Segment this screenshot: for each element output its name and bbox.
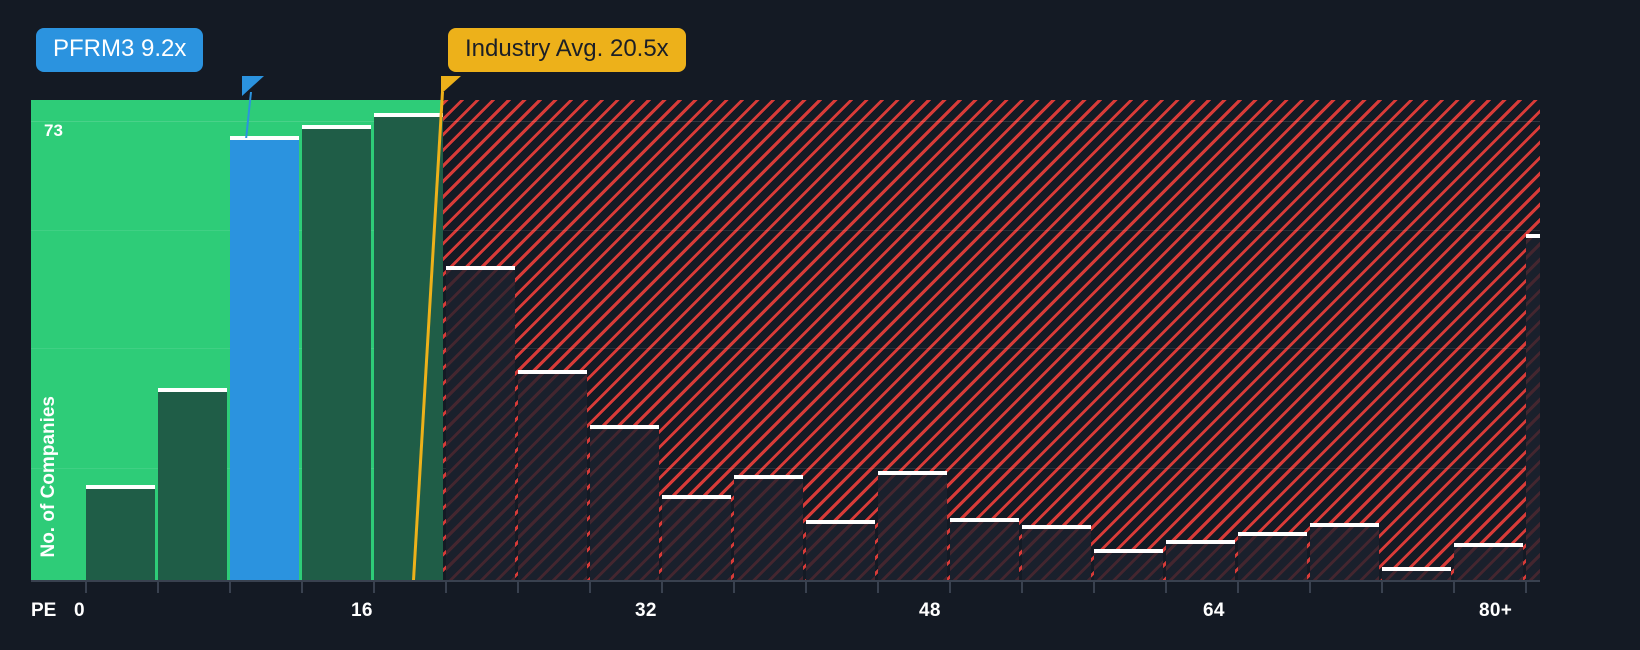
x-axis-tick (661, 582, 663, 593)
bar-cap (1526, 234, 1540, 238)
company-pe-callout[interactable]: PFRM3 9.2x (36, 28, 204, 72)
x-axis-tick (805, 582, 807, 593)
bar-cap (878, 471, 947, 475)
table-row (950, 518, 1019, 580)
table-row (1022, 525, 1091, 580)
bar-cap (302, 125, 371, 129)
gridline-4 (31, 468, 1540, 469)
table-row (806, 520, 875, 580)
gridline-top (31, 121, 1540, 122)
bar-cap (1166, 540, 1235, 544)
x-axis-label-80plus: 80+ (1479, 600, 1513, 621)
x-axis-line (31, 580, 1540, 582)
table-row (1166, 540, 1235, 580)
x-axis-tick (1453, 582, 1455, 593)
x-axis-tick (949, 582, 951, 593)
bar-cap (230, 136, 299, 140)
industry-avg-callout[interactable]: Industry Avg. 20.5x (448, 28, 686, 72)
x-axis-label-32: 32 (635, 600, 657, 621)
table-row (662, 495, 731, 580)
table-row (878, 471, 947, 580)
table-row (86, 485, 155, 580)
x-axis-tick (733, 582, 735, 593)
x-axis-tick (517, 582, 519, 593)
table-row (1238, 532, 1307, 580)
x-axis-tick (157, 582, 159, 593)
x-axis-label-16: 16 (351, 600, 373, 621)
x-axis-label-48: 48 (919, 600, 941, 621)
bar-cap (518, 370, 587, 374)
bar-highlight-company (230, 136, 299, 580)
table-row (1526, 234, 1540, 580)
bar-cap (86, 485, 155, 489)
plot-area (31, 100, 1540, 580)
bar-cap (1310, 523, 1379, 527)
y-axis-max-label: 73 (44, 121, 63, 140)
x-axis-tick (445, 582, 447, 593)
bar-cap (374, 113, 443, 117)
company-callout-tail (242, 76, 264, 96)
x-axis-tick (1165, 582, 1167, 593)
x-axis-tick (1021, 582, 1023, 593)
x-axis-tick (85, 582, 87, 593)
table-row (1382, 567, 1451, 580)
x-axis-label-64: 64 (1203, 600, 1225, 621)
gridline-2 (31, 230, 1540, 231)
table-row (1310, 523, 1379, 580)
x-axis-tick (877, 582, 879, 593)
x-axis-tick (229, 582, 231, 593)
zone-expensive (441, 100, 1540, 580)
x-axis-tick (1093, 582, 1095, 593)
bar-cap (158, 388, 227, 392)
bar-cap (662, 495, 731, 499)
table-row (590, 425, 659, 580)
bar-cap (1238, 532, 1307, 536)
bar-cap (1094, 549, 1163, 553)
x-axis-tick (589, 582, 591, 593)
table-row (158, 388, 227, 580)
table-row (302, 125, 371, 580)
bar-cap (446, 266, 515, 270)
x-axis-tick (1237, 582, 1239, 593)
table-row (1454, 543, 1523, 580)
table-row (734, 475, 803, 580)
bar-cap (1022, 525, 1091, 529)
x-axis-tick (1381, 582, 1383, 593)
gridline-3 (31, 348, 1540, 349)
x-axis-tick (373, 582, 375, 593)
bar-cap (590, 425, 659, 429)
bar-cap (950, 518, 1019, 522)
bar-cap (1382, 567, 1451, 571)
table-row (518, 370, 587, 580)
table-row (374, 113, 443, 580)
table-row (446, 266, 515, 580)
table-row (1094, 549, 1163, 580)
industry-callout-tail (441, 76, 461, 94)
x-axis-title: PE (31, 600, 57, 621)
bar-cap (806, 520, 875, 524)
y-axis-title: No. of Companies (38, 396, 59, 558)
x-axis-tick (1309, 582, 1311, 593)
bar-cap (734, 475, 803, 479)
bar-cap (1454, 543, 1523, 547)
x-axis-label-0: 0 (74, 600, 85, 621)
x-axis-tick (301, 582, 303, 593)
x-axis-tick (1525, 582, 1527, 593)
